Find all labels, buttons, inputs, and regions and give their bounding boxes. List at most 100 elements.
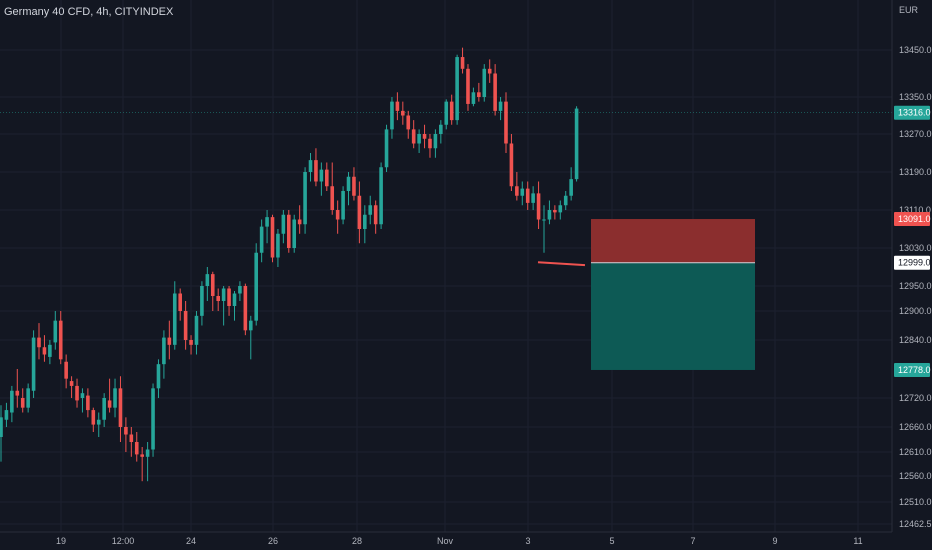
- candle-body: [433, 134, 438, 149]
- currency-label: EUR: [899, 5, 919, 15]
- trend-line[interactable]: [537, 261, 586, 267]
- y-tick-label: 12462.5: [899, 519, 932, 529]
- candle-body: [352, 176, 356, 196]
- candle: [243, 283, 248, 336]
- candle-body: [303, 172, 307, 225]
- candle: [444, 99, 449, 130]
- candle-body: [10, 390, 14, 413]
- candle-body: [379, 167, 383, 225]
- y-tick-label: 12510.0: [899, 497, 932, 507]
- candle-body: [297, 219, 302, 225]
- candle-body: [449, 101, 454, 121]
- y-tick-label: 12900.0: [899, 306, 932, 316]
- price-badge-label: 13316.0: [898, 108, 931, 118]
- candle-body: [406, 115, 411, 130]
- time-axis[interactable]: 19 12:00 24 26 28 Nov 3 5 7 9 11: [0, 531, 892, 546]
- candle: [509, 134, 514, 191]
- candle: [31, 330, 36, 398]
- candle: [303, 167, 307, 234]
- price-badge-label: 12778.0: [898, 365, 931, 375]
- candle-body: [64, 361, 68, 379]
- candle-body: [232, 293, 237, 306]
- candle: [553, 205, 557, 220]
- candle: [53, 311, 58, 350]
- take-profit-zone[interactable]: [591, 262, 755, 370]
- candle-body: [466, 68, 470, 104]
- x-tick-label: 26: [268, 536, 278, 546]
- candle-body: [4, 410, 9, 420]
- candle: [428, 134, 432, 158]
- candle: [15, 369, 20, 408]
- candle: [37, 323, 41, 360]
- candle: [390, 97, 394, 139]
- candle: [113, 378, 117, 418]
- candle: [276, 229, 280, 267]
- candle: [406, 110, 411, 139]
- candle: [466, 64, 470, 111]
- candle: [292, 214, 297, 253]
- candle: [10, 385, 14, 423]
- y-tick-label: 12840.0: [899, 335, 932, 345]
- candle-body: [574, 108, 579, 180]
- candle-body: [26, 388, 30, 408]
- candle: [422, 124, 427, 149]
- candle: [238, 281, 242, 301]
- candle: [569, 167, 573, 201]
- candle: [0, 405, 3, 462]
- candle-body: [531, 193, 535, 203]
- candle-body: [80, 393, 85, 398]
- candle: [178, 288, 182, 321]
- candle-body: [422, 134, 427, 139]
- candle: [254, 243, 259, 326]
- position-tool[interactable]: [591, 219, 755, 370]
- x-tick-label: 28: [352, 536, 362, 546]
- y-tick-label: 13030.0: [899, 243, 932, 253]
- candle-body: [42, 347, 47, 355]
- chart-title: Germany 40 CFD, 4h, CITYINDEX: [4, 6, 174, 18]
- candle: [58, 311, 63, 365]
- candle: [308, 153, 313, 182]
- candle-body: [172, 293, 177, 345]
- candle-body: [194, 315, 199, 345]
- candle-body: [96, 419, 101, 425]
- candle: [352, 167, 356, 201]
- candle: [151, 383, 155, 457]
- candle: [373, 200, 378, 234]
- x-tick-label: 12:00: [112, 536, 135, 546]
- x-tick-label: 9: [772, 536, 777, 546]
- candle-body: [498, 101, 503, 111]
- price-badge-bg: [894, 362, 930, 377]
- candle-body: [102, 398, 106, 420]
- candle-body: [325, 169, 329, 187]
- candle: [183, 301, 188, 350]
- y-tick-label: 13190.0: [899, 167, 932, 177]
- candle-body: [145, 449, 150, 457]
- candle: [232, 291, 237, 321]
- candle-body: [31, 337, 36, 391]
- candle-body: [373, 205, 378, 225]
- candle: [145, 442, 150, 482]
- candle-body: [124, 427, 128, 435]
- x-tick-label: 11: [853, 536, 862, 546]
- candle-body: [504, 101, 508, 144]
- stop-loss-zone[interactable]: [591, 219, 755, 263]
- candle: [20, 388, 25, 413]
- candle: [216, 288, 220, 311]
- candle: [531, 186, 535, 210]
- candle-body: [341, 191, 345, 220]
- drawings[interactable]: [537, 261, 586, 267]
- price-axis[interactable]: EUR 13450.013350.013270.013190.013110.01…: [891, 0, 932, 550]
- x-tick-label: 5: [609, 536, 614, 546]
- candle: [368, 195, 373, 225]
- price-badge: 12778.0: [894, 362, 931, 377]
- candle: [91, 407, 96, 432]
- candle-body: [428, 138, 432, 149]
- candle-body: [417, 134, 421, 144]
- candle: [4, 402, 9, 427]
- y-tick-label: 13350.0: [899, 92, 932, 102]
- y-tick-label: 13110.0: [899, 205, 931, 215]
- candle-body: [259, 226, 264, 253]
- candle-body: [58, 320, 63, 360]
- candle-body: [200, 286, 204, 316]
